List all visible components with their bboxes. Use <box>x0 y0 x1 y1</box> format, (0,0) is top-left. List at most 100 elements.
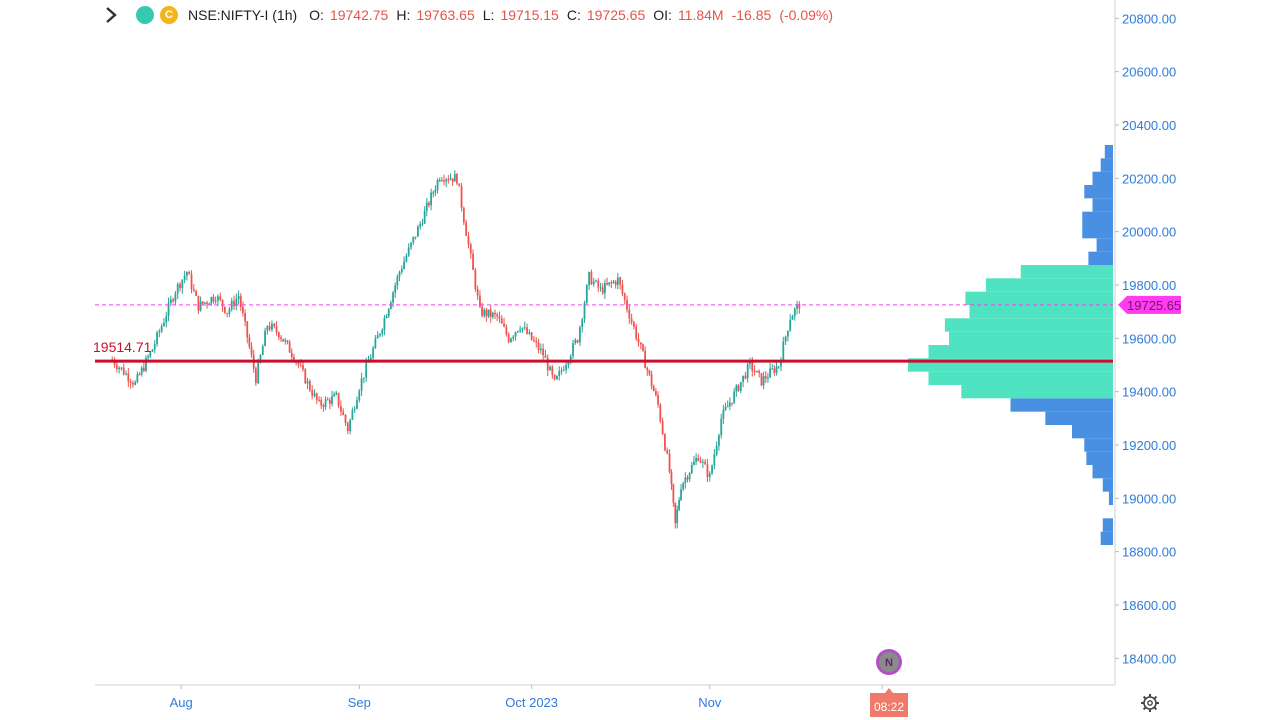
candle-body <box>147 356 150 358</box>
candle-body <box>451 178 454 182</box>
open-value: 19742.75 <box>329 7 389 23</box>
event-marker[interactable] <box>879 652 899 672</box>
close-value: 19725.65 <box>586 7 646 23</box>
candle-body <box>331 396 333 404</box>
candle-body <box>138 374 141 376</box>
candle-body <box>145 357 147 371</box>
candle-body <box>186 271 188 276</box>
candle-body <box>132 382 134 385</box>
candle-body <box>546 358 549 371</box>
candle-body <box>472 253 474 270</box>
candle-body <box>603 283 606 294</box>
volume-profile-bar <box>1092 465 1113 479</box>
candle-body <box>697 457 700 461</box>
candle-body <box>796 304 798 309</box>
candle-body <box>374 338 377 349</box>
candle-body <box>449 178 452 180</box>
y-tick-label: 20200.00 <box>1122 171 1176 186</box>
candle-body <box>362 377 365 379</box>
volume-profile-bar <box>944 318 1113 332</box>
candle-body <box>208 303 211 305</box>
y-tick-label: 19600.00 <box>1122 331 1176 346</box>
candle-body <box>394 285 397 293</box>
volume-profile-bar <box>1010 398 1113 412</box>
candle-body <box>192 289 195 291</box>
candle-body <box>699 460 702 463</box>
candle-body <box>140 367 143 375</box>
candle-body <box>483 309 486 316</box>
candle-body <box>496 314 499 317</box>
candle-body <box>737 385 740 391</box>
candle-body <box>346 422 349 432</box>
candle-body <box>664 434 666 451</box>
candle-body <box>549 366 551 371</box>
candle-body <box>489 309 492 317</box>
candle-body <box>254 368 257 384</box>
status-dot-icon[interactable] <box>136 6 154 24</box>
candle-body <box>181 279 184 289</box>
volume-profile-bar <box>1045 411 1113 425</box>
candle-body <box>644 350 647 369</box>
candle-body <box>286 340 289 343</box>
candle-body <box>421 223 424 225</box>
volume-profile-bar <box>1104 145 1113 159</box>
candle-body <box>443 180 445 182</box>
candle-body <box>682 482 685 490</box>
chevron-right-icon[interactable] <box>100 4 122 26</box>
candle-body <box>273 323 276 327</box>
candle-body <box>530 332 533 340</box>
candle-body <box>654 391 657 396</box>
candle-body <box>403 261 405 269</box>
candle-body <box>612 281 615 283</box>
candle-body <box>430 192 433 206</box>
candle-body <box>414 236 417 238</box>
candle-body <box>302 365 304 370</box>
y-tick-label: 19000.00 <box>1122 491 1176 506</box>
y-tick-label: 20800.00 <box>1122 11 1176 26</box>
candle-body <box>507 334 510 343</box>
candle-body <box>322 405 325 408</box>
candle-body <box>271 323 273 330</box>
candle-body <box>720 418 723 436</box>
coin-icon[interactable]: C <box>160 6 178 24</box>
candle-body <box>680 489 682 500</box>
cursor-time-label: 08:22 <box>874 700 904 714</box>
candle-body <box>360 378 363 391</box>
candle-body <box>777 366 780 368</box>
candle-body <box>153 344 156 350</box>
candle-body <box>416 226 419 237</box>
candle-body <box>440 180 443 182</box>
candle-body <box>299 364 302 366</box>
volume-profile-bar <box>1082 225 1113 239</box>
volume-profile-bar <box>1020 265 1113 279</box>
candle-body <box>277 332 280 338</box>
candle-body <box>535 341 538 343</box>
candle-body <box>521 327 524 330</box>
candle-body <box>210 297 213 304</box>
high-label: H: <box>396 7 411 23</box>
candle-body <box>456 174 458 184</box>
candle-body <box>773 368 776 373</box>
gear-icon[interactable] <box>1140 693 1160 713</box>
candle-body <box>771 368 774 370</box>
candle-body <box>405 255 408 262</box>
candle-body <box>616 277 619 285</box>
high-value: 19763.65 <box>416 7 475 23</box>
y-tick-label: 18600.00 <box>1122 598 1176 613</box>
candle-body <box>726 406 729 408</box>
candle-body <box>469 244 472 254</box>
x-tick-label: Sep <box>348 695 371 710</box>
candle-body <box>659 404 662 422</box>
y-tick-label: 20600.00 <box>1122 65 1176 80</box>
volume-profile-bar <box>1088 251 1113 265</box>
close-label: C: <box>566 7 581 23</box>
candle-body <box>160 326 163 332</box>
oi-value: 11.84M <box>677 7 724 23</box>
candle-body <box>762 376 765 386</box>
candle-body <box>467 236 470 245</box>
candle-body <box>760 373 763 386</box>
candle-body <box>125 373 127 375</box>
candle-body <box>608 282 611 285</box>
